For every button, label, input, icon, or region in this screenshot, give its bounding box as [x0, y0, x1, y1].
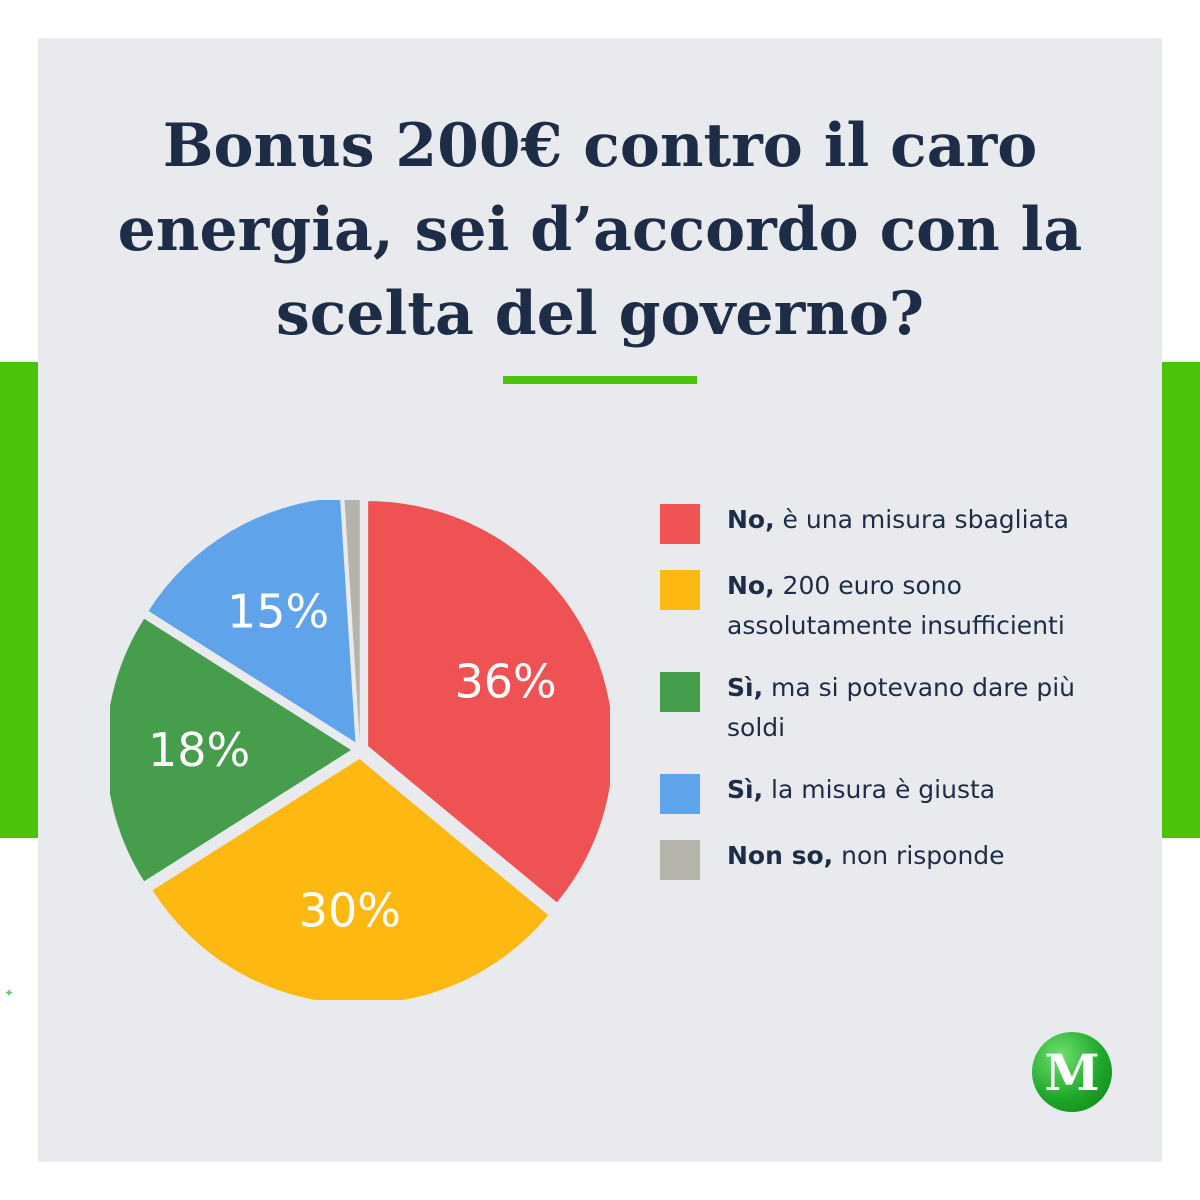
legend-item-3: Sì, ma si potevano dare più soldi — [660, 668, 1100, 748]
sparkle-icon: ✦ — [4, 986, 15, 1000]
legend-label: No, è una misura sbagliata — [727, 500, 1069, 540]
pie-slice-2 — [152, 758, 549, 1000]
legend-label-bold: Non so, — [727, 841, 834, 870]
legend-label-bold: Sì, — [727, 673, 764, 702]
legend-swatch — [660, 840, 700, 880]
infographic-card: Bonus 200€ contro il caro energia, sei d… — [38, 38, 1162, 1162]
pie-slice-label-4: 15% — [227, 585, 329, 639]
legend-label-bold: No, — [727, 571, 775, 600]
legend-swatch — [660, 774, 700, 814]
legend-swatch — [660, 504, 700, 544]
legend-swatch — [660, 672, 700, 712]
pie-slice-label-2: 30% — [299, 884, 401, 938]
pie-slice-4 — [148, 500, 356, 743]
legend-label: No, 200 euro sono assolutamente insuffic… — [727, 566, 1100, 646]
legend-label-rest: non risponde — [833, 841, 1005, 870]
legend-label-bold: No, — [727, 505, 775, 534]
legend-label-rest: è una misura sbagliata — [774, 505, 1069, 534]
chart-title: Bonus 200€ contro il caro energia, sei d… — [117, 111, 1083, 349]
legend-item-5: Non so, non risponde — [660, 836, 1100, 880]
legend-item-2: No, 200 euro sono assolutamente insuffic… — [660, 566, 1100, 646]
title-divider — [503, 376, 697, 384]
legend-label: Sì, ma si potevano dare più soldi — [727, 668, 1100, 748]
logo-letter: M — [1044, 1042, 1100, 1102]
legend-label: Sì, la misura è giusta — [727, 770, 995, 810]
m-logo-icon: M — [1032, 1032, 1112, 1112]
legend-label-bold: Sì, — [727, 775, 764, 804]
pie-chart: 36% 30% 18% 15% — [110, 500, 610, 1000]
pie-svg: 36% 30% 18% 15% — [110, 500, 610, 1000]
legend-label-rest: ma si potevano dare più soldi — [727, 673, 1076, 742]
legend-label-rest: 200 euro sono assolutamente insufficient… — [727, 571, 1065, 640]
pie-slice-label-3: 18% — [148, 723, 250, 777]
pie-slice-3 — [110, 618, 351, 882]
legend-label: Non so, non risponde — [727, 836, 1005, 876]
pie-slice-label-1: 36% — [454, 654, 556, 708]
legend-label-rest: la misura è giusta — [763, 775, 996, 804]
chart-legend: No, è una misura sbagliata No, 200 euro s… — [660, 500, 1100, 902]
pie-slice-5 — [344, 500, 360, 742]
legend-swatch — [660, 570, 700, 610]
legend-item-1: No, è una misura sbagliata — [660, 500, 1100, 544]
legend-item-4: Sì, la misura è giusta — [660, 770, 1100, 814]
pie-slice-1 — [368, 501, 610, 903]
